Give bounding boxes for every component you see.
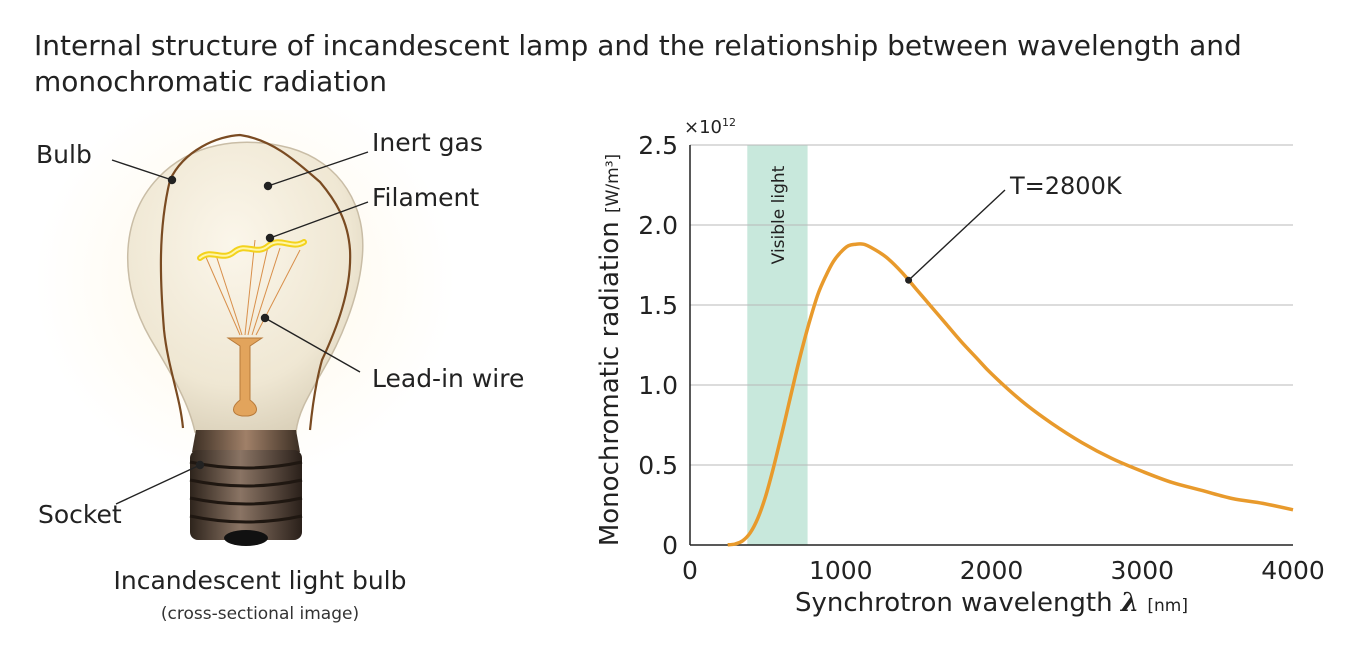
- filament-label: Filament: [372, 183, 480, 212]
- filament-leader-line: [269, 201, 369, 239]
- y-tick-label: 2.5: [638, 131, 678, 160]
- y-axis-title: Monochromatic radiation [W/m³]: [595, 130, 625, 570]
- y-axis-unit: [W/m³]: [603, 153, 623, 214]
- x-tick-label: 1000: [809, 556, 873, 585]
- visible-light-band: [747, 145, 808, 545]
- series-label-t2800k: T=2800K: [1010, 172, 1122, 200]
- x-tick-label: 3000: [1110, 556, 1174, 585]
- series-leader-dot: [905, 276, 913, 284]
- y-tick-label: 0: [662, 531, 678, 560]
- lead-in-wire-leader-line: [264, 317, 361, 373]
- y-scale-note: ×1012: [684, 116, 736, 138]
- bulb-neck: [192, 430, 300, 452]
- visible-light-label-wrap: Visible light: [750, 145, 808, 285]
- x-tick-label: 0: [682, 556, 698, 585]
- light-bulb-illustration: [35, 110, 455, 546]
- bulb-leader-line: [111, 159, 173, 181]
- y-scale-exponent: 12: [722, 116, 736, 129]
- x-tick-label: 4000: [1261, 556, 1325, 585]
- y-axis-label: Monochromatic radiation: [595, 221, 625, 547]
- visible-light-label: Visible light: [769, 165, 789, 265]
- y-tick-label: 1.0: [638, 371, 678, 400]
- cross-section-line: [159, 133, 352, 431]
- x-tick-label: 2000: [960, 556, 1024, 585]
- y-axis-title-wrap: Monochromatic radiation [W/m³]: [580, 130, 640, 570]
- socket-threads: [189, 450, 303, 540]
- glass-stem: [226, 337, 264, 417]
- y-scale-base: ×10: [684, 117, 722, 138]
- x-axis-unit: [nm]: [1147, 596, 1188, 616]
- x-axis-title: Synchrotron wavelength λ [nm]: [690, 588, 1293, 618]
- socket-label: Socket: [38, 500, 122, 529]
- radiation-chart: 0 0.5 1.0 1.5 2.0 2.5 0 1000 2000 3000 4000: [638, 131, 1325, 585]
- socket-contact: [224, 530, 268, 546]
- series-line-0: [727, 242, 1294, 547]
- lead-in-wire-label: Lead-in wire: [372, 364, 525, 393]
- x-axis-symbol: λ: [1120, 588, 1140, 618]
- inert-gas-label: Inert gas: [372, 128, 483, 157]
- glass-envelope: [127, 141, 364, 433]
- bulb-caption-sub: (cross-sectional image): [160, 604, 360, 624]
- page-title: Internal structure of incandescent lamp …: [34, 29, 1242, 98]
- bulb-label: Bulb: [36, 140, 92, 169]
- inert-gas-leader-line: [267, 151, 369, 187]
- socket-leader-line: [115, 464, 201, 505]
- x-axis-label: Synchrotron wavelength: [795, 588, 1113, 618]
- y-tick-label: 0.5: [638, 451, 678, 480]
- y-tick-label: 2.0: [638, 211, 678, 240]
- y-tick-label: 1.5: [638, 291, 678, 320]
- bulb-caption: Incandescent light bulb: [113, 566, 407, 595]
- series-leader-line: [908, 189, 1006, 281]
